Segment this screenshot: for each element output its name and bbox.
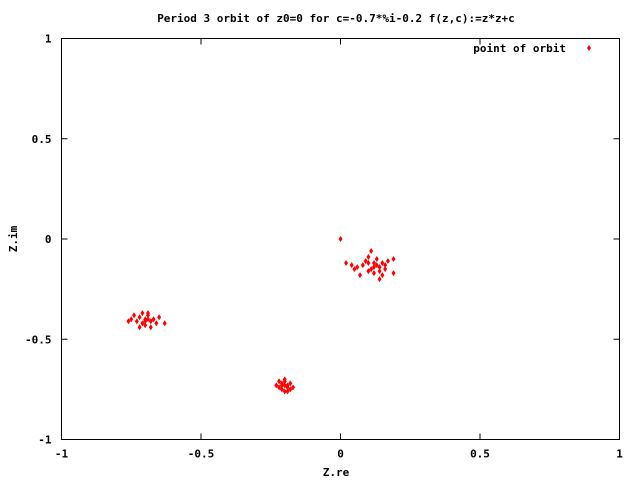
- data-point: [338, 236, 343, 242]
- data-point: [282, 382, 287, 389]
- x-tick-label: 0.5: [470, 448, 490, 461]
- data-point: [162, 320, 167, 327]
- data-point: [279, 382, 284, 389]
- data-point: [277, 378, 282, 385]
- data-point: [380, 260, 385, 267]
- data-point: [369, 266, 374, 273]
- data-point: [380, 272, 385, 279]
- data-point: [371, 260, 376, 267]
- legend: point of orbit: [473, 42, 591, 55]
- data-point: [358, 272, 363, 279]
- y-tick-labels: 1 0.5 0 -0.5 -1: [25, 33, 52, 447]
- data-point: [145, 310, 150, 317]
- data-point: [391, 270, 396, 277]
- data-point: [137, 324, 142, 331]
- data-point: [377, 276, 382, 283]
- data-points: [126, 236, 396, 395]
- data-point: [145, 316, 150, 323]
- data-point: [132, 312, 137, 319]
- data-point: [285, 382, 290, 389]
- chart-title: Period 3 orbit of z0=0 for c=-0.7*%i-0.2…: [157, 12, 515, 25]
- data-point: [288, 386, 293, 393]
- y-tick-label: -0.5: [25, 333, 52, 346]
- data-point: [366, 254, 371, 261]
- data-point: [148, 324, 153, 331]
- data-point: [391, 256, 396, 263]
- data-point: [366, 268, 371, 275]
- y-axis-label: Z.im: [7, 225, 20, 252]
- data-point: [344, 260, 349, 267]
- data-point: [374, 256, 379, 263]
- data-point: [291, 384, 296, 391]
- legend-marker: [587, 45, 591, 51]
- y-tick-label: 0.5: [32, 133, 52, 146]
- x-tick-label: 0: [337, 448, 344, 461]
- x-axis-label: Z.re: [323, 466, 350, 479]
- data-point: [143, 318, 148, 325]
- x-tick-label: 1: [616, 448, 623, 461]
- data-point: [383, 262, 388, 269]
- y-tick-label: 1: [45, 33, 52, 46]
- y-tick-label: 0: [45, 233, 52, 246]
- data-point: [371, 264, 376, 271]
- x-tick-labels: -1 -0.5 0 0.5 1: [55, 448, 623, 461]
- data-point: [374, 262, 379, 269]
- data-point: [349, 262, 354, 269]
- data-point: [148, 318, 153, 325]
- data-point: [369, 248, 374, 255]
- data-point: [352, 266, 357, 273]
- x-tick-label: -1: [55, 448, 69, 461]
- data-point: [377, 264, 382, 271]
- data-point: [377, 268, 382, 275]
- data-point: [126, 318, 131, 325]
- data-point: [154, 320, 159, 327]
- data-point: [360, 262, 365, 269]
- data-point: [355, 264, 360, 271]
- data-point: [366, 260, 371, 267]
- axis-ticks: [61, 38, 620, 440]
- data-point: [140, 320, 145, 327]
- data-point: [279, 386, 284, 393]
- data-point: [274, 382, 279, 389]
- legend-label: point of orbit: [473, 42, 566, 55]
- data-point: [157, 314, 162, 321]
- data-point: [383, 266, 388, 273]
- data-point: [129, 316, 134, 323]
- data-point: [288, 380, 293, 387]
- y-tick-label: -1: [38, 434, 52, 447]
- data-point: [137, 314, 142, 321]
- data-point: [151, 316, 156, 323]
- data-point: [282, 376, 287, 383]
- data-point: [140, 310, 145, 317]
- data-point: [385, 258, 390, 265]
- x-tick-label: -0.5: [188, 448, 215, 461]
- data-point: [282, 388, 287, 395]
- data-point: [371, 270, 376, 277]
- data-point: [363, 258, 368, 265]
- data-point: [134, 318, 139, 325]
- data-point: [285, 388, 290, 395]
- data-point: [143, 322, 148, 329]
- data-point: [277, 384, 282, 391]
